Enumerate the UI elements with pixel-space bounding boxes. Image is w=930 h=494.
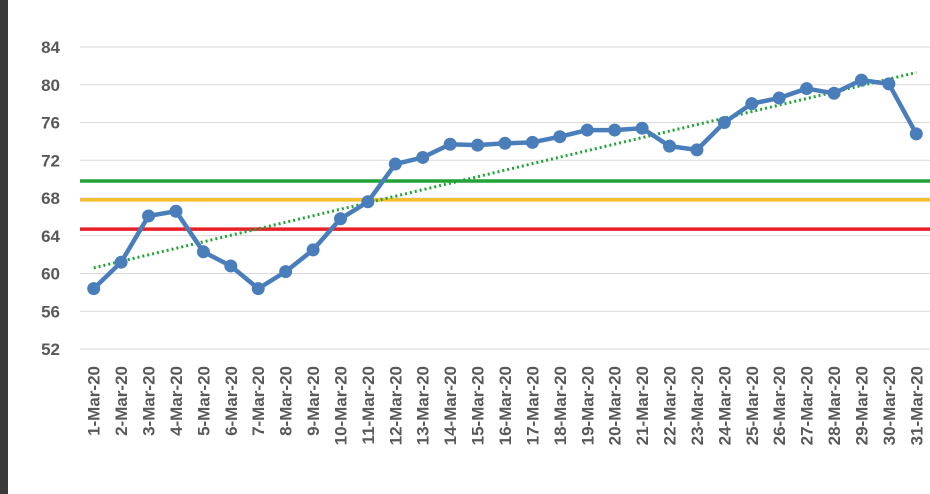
x-tick-label: 3-Mar-20 (140, 366, 159, 436)
y-tick-label: 52 (41, 340, 60, 359)
x-tick-label: 6-Mar-20 (222, 366, 241, 436)
x-tick-label: 5-Mar-20 (194, 366, 213, 436)
y-tick-label: 68 (41, 189, 60, 208)
point (663, 139, 677, 153)
point (169, 204, 183, 218)
point (909, 127, 923, 141)
x-tick-label: 25-Mar-20 (743, 366, 762, 445)
point (416, 150, 430, 164)
point (471, 138, 485, 152)
point (525, 135, 539, 149)
series-line (92, 77, 919, 291)
x-tick-label: 21-Mar-20 (633, 366, 652, 445)
y-tick-label: 60 (41, 265, 60, 284)
point (608, 123, 622, 137)
y-tick-label: 84 (41, 38, 60, 57)
x-tick-label: 27-Mar-20 (798, 366, 817, 445)
point (224, 259, 238, 273)
point (800, 82, 814, 96)
point (580, 123, 594, 137)
point (306, 243, 320, 257)
trendline (93, 71, 917, 270)
x-tick-label: 20-Mar-20 (606, 366, 625, 445)
y-tick-label: 72 (41, 151, 60, 170)
point (690, 143, 704, 157)
point (443, 137, 457, 151)
point (279, 265, 293, 279)
x-tick-label: 10-Mar-20 (331, 366, 350, 445)
x-tick-label: 14-Mar-20 (441, 366, 460, 445)
point (745, 97, 759, 111)
x-tick-label: 7-Mar-20 (249, 366, 268, 436)
point (772, 91, 786, 105)
y-tick-label: 80 (41, 76, 60, 95)
x-tick-label: 12-Mar-20 (386, 366, 405, 445)
point (388, 157, 402, 171)
x-tick-label: 18-Mar-20 (551, 366, 570, 445)
x-tick-label: 2-Mar-20 (112, 366, 131, 436)
x-tick-label: 13-Mar-20 (414, 366, 433, 445)
x-tick-label: 31-Mar-20 (907, 366, 926, 445)
x-tick-label: 4-Mar-20 (167, 366, 186, 436)
point (87, 282, 101, 296)
x-tick-label: 16-Mar-20 (496, 366, 515, 445)
point (196, 245, 210, 259)
x-tick-label: 9-Mar-20 (304, 366, 323, 436)
point (553, 130, 567, 144)
y-tick-label: 64 (41, 227, 60, 246)
x-tick-label: 26-Mar-20 (770, 366, 789, 445)
x-tick-label: 30-Mar-20 (880, 366, 899, 445)
point (333, 212, 347, 226)
y-tick-label: 56 (41, 302, 60, 321)
x-tick-label: 23-Mar-20 (688, 366, 707, 445)
point (142, 209, 156, 223)
x-tick-label: 8-Mar-20 (277, 366, 296, 436)
x-tick-label: 15-Mar-20 (469, 366, 488, 445)
x-tick-label: 24-Mar-20 (715, 366, 734, 445)
point (882, 77, 896, 91)
point (854, 73, 868, 87)
x-tick-label: 28-Mar-20 (825, 366, 844, 445)
x-tick-label: 29-Mar-20 (852, 366, 871, 445)
left-border (0, 0, 8, 494)
point (827, 86, 841, 100)
y-tick-label: 76 (41, 114, 60, 133)
x-tick-label: 1-Mar-20 (85, 366, 104, 436)
point (251, 282, 265, 296)
x-tick-label: 11-Mar-20 (359, 366, 378, 444)
point (717, 116, 731, 130)
point (114, 255, 128, 269)
point (635, 121, 649, 135)
x-tick-label: 22-Mar-20 (661, 366, 680, 445)
point (498, 136, 512, 150)
x-tick-label: 19-Mar-20 (578, 366, 597, 445)
x-tick-label: 17-Mar-20 (523, 366, 542, 445)
point (361, 195, 375, 209)
